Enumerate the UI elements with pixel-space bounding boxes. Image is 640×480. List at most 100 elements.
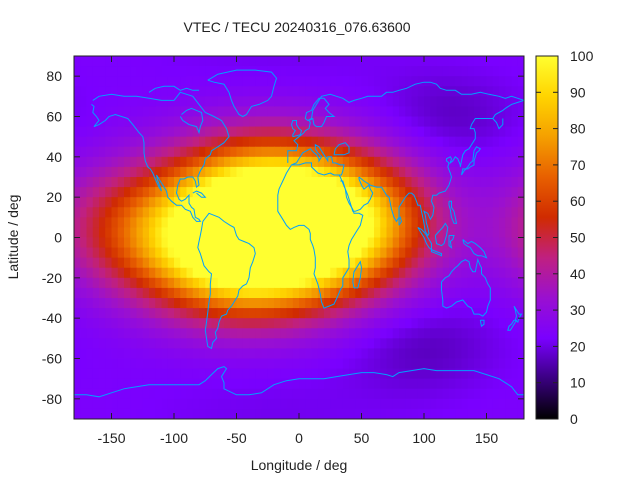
heatmap-cell	[80, 86, 88, 97]
heatmap-cell	[292, 267, 300, 279]
heatmap-cell	[86, 237, 94, 249]
heatmap-cell	[361, 358, 369, 370]
heatmap-cell	[417, 156, 425, 168]
heatmap-cell	[330, 207, 338, 218]
heatmap-cell	[311, 76, 319, 87]
heatmap-cell	[255, 408, 263, 419]
heatmap-cell	[436, 237, 444, 249]
heatmap-cell	[161, 388, 169, 400]
heatmap-cell	[492, 66, 500, 77]
heatmap-cell	[305, 348, 313, 360]
heatmap-cell	[105, 348, 113, 360]
heatmap-cell	[374, 106, 381, 118]
heatmap-cell	[311, 116, 319, 128]
heatmap-cell	[417, 197, 425, 208]
heatmap-cell	[161, 328, 169, 339]
heatmap-cell	[299, 267, 306, 279]
heatmap-cell	[449, 338, 456, 350]
heatmap-cell	[167, 287, 175, 299]
heatmap-cell	[224, 116, 231, 128]
heatmap-cell	[386, 156, 394, 168]
heatmap-cell	[374, 116, 381, 128]
heatmap-cell	[305, 368, 313, 380]
heatmap-cell	[349, 156, 356, 168]
heatmap-cell	[74, 237, 81, 249]
x-tick-label: 0	[295, 430, 303, 446]
heatmap-cell	[161, 348, 169, 360]
heatmap-cell	[505, 287, 513, 299]
heatmap-cell	[274, 257, 281, 269]
heatmap-cell	[274, 237, 281, 249]
heatmap-cell	[430, 358, 438, 370]
heatmap-cell	[430, 308, 438, 319]
heatmap-cell	[274, 166, 281, 178]
heatmap-cell	[317, 227, 325, 239]
heatmap-cell	[342, 136, 350, 148]
heatmap-cell	[74, 187, 81, 198]
heatmap-cell	[186, 227, 194, 239]
heatmap-cell	[286, 116, 294, 128]
heatmap-cell	[330, 408, 338, 419]
heatmap-cell	[155, 207, 163, 218]
heatmap-cell	[405, 328, 413, 339]
heatmap-cell	[149, 56, 156, 67]
heatmap-cell	[336, 116, 344, 128]
heatmap-cell	[224, 267, 231, 279]
heatmap-cell	[486, 227, 494, 239]
heatmap-cell	[299, 408, 306, 419]
heatmap-cell	[224, 217, 231, 229]
heatmap-cell	[305, 318, 313, 329]
heatmap-cell	[305, 398, 313, 410]
coastline-africa	[277, 164, 364, 309]
heatmap-cell	[142, 237, 150, 249]
heatmap-cell	[505, 177, 513, 188]
heatmap-cell	[467, 56, 475, 67]
heatmap-cell	[455, 298, 463, 309]
heatmap-cell	[130, 378, 138, 390]
heatmap-cell	[267, 378, 275, 390]
heatmap-cell	[511, 368, 519, 380]
heatmap-cell	[311, 197, 319, 208]
heatmap-cell	[217, 267, 225, 279]
heatmap-cell	[92, 388, 100, 400]
heatmap-cell	[324, 207, 331, 218]
heatmap-cell	[217, 126, 225, 138]
heatmap-cell	[317, 187, 325, 198]
heatmap-cell	[261, 217, 269, 229]
heatmap-cell	[117, 96, 125, 108]
heatmap-cell	[124, 408, 131, 419]
heatmap-cell	[405, 217, 413, 229]
heatmap-cell	[474, 237, 481, 249]
heatmap-cell	[124, 257, 131, 269]
heatmap-cell	[211, 156, 219, 168]
heatmap-cell	[474, 388, 481, 400]
heatmap-cell	[449, 388, 456, 400]
heatmap-cell	[386, 287, 394, 299]
heatmap-cell	[280, 237, 288, 249]
heatmap-cell	[361, 126, 369, 138]
heatmap-cell	[86, 318, 94, 329]
heatmap-cell	[136, 86, 144, 97]
heatmap-cell	[349, 56, 356, 67]
heatmap-cell	[236, 318, 244, 329]
heatmap-cell	[86, 408, 94, 419]
heatmap-cell	[242, 318, 250, 329]
heatmap-cell	[280, 166, 288, 178]
heatmap-cell	[111, 388, 119, 400]
heatmap-cell	[305, 197, 313, 208]
heatmap-cell	[517, 378, 524, 390]
heatmap-cell	[424, 237, 431, 249]
heatmap-cell	[349, 227, 356, 239]
heatmap-cell	[355, 86, 363, 97]
heatmap-cell	[142, 247, 150, 259]
heatmap-cell	[236, 86, 244, 97]
heatmap-cell	[417, 66, 425, 77]
heatmap-cell	[117, 267, 125, 279]
heatmap-cell	[142, 368, 150, 380]
heatmap-cell	[367, 348, 375, 360]
heatmap-cell	[249, 197, 256, 208]
heatmap-cell	[374, 177, 381, 188]
heatmap-cell	[149, 86, 156, 97]
heatmap-cell	[149, 298, 156, 309]
